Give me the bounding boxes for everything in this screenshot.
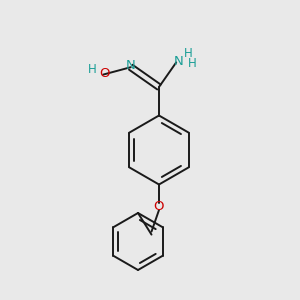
- Text: H: H: [87, 63, 96, 76]
- Text: H: H: [184, 47, 193, 60]
- Text: N: N: [174, 55, 184, 68]
- Text: O: O: [154, 200, 164, 213]
- Text: O: O: [99, 68, 110, 80]
- Text: H: H: [188, 57, 197, 70]
- Text: N: N: [126, 59, 136, 72]
